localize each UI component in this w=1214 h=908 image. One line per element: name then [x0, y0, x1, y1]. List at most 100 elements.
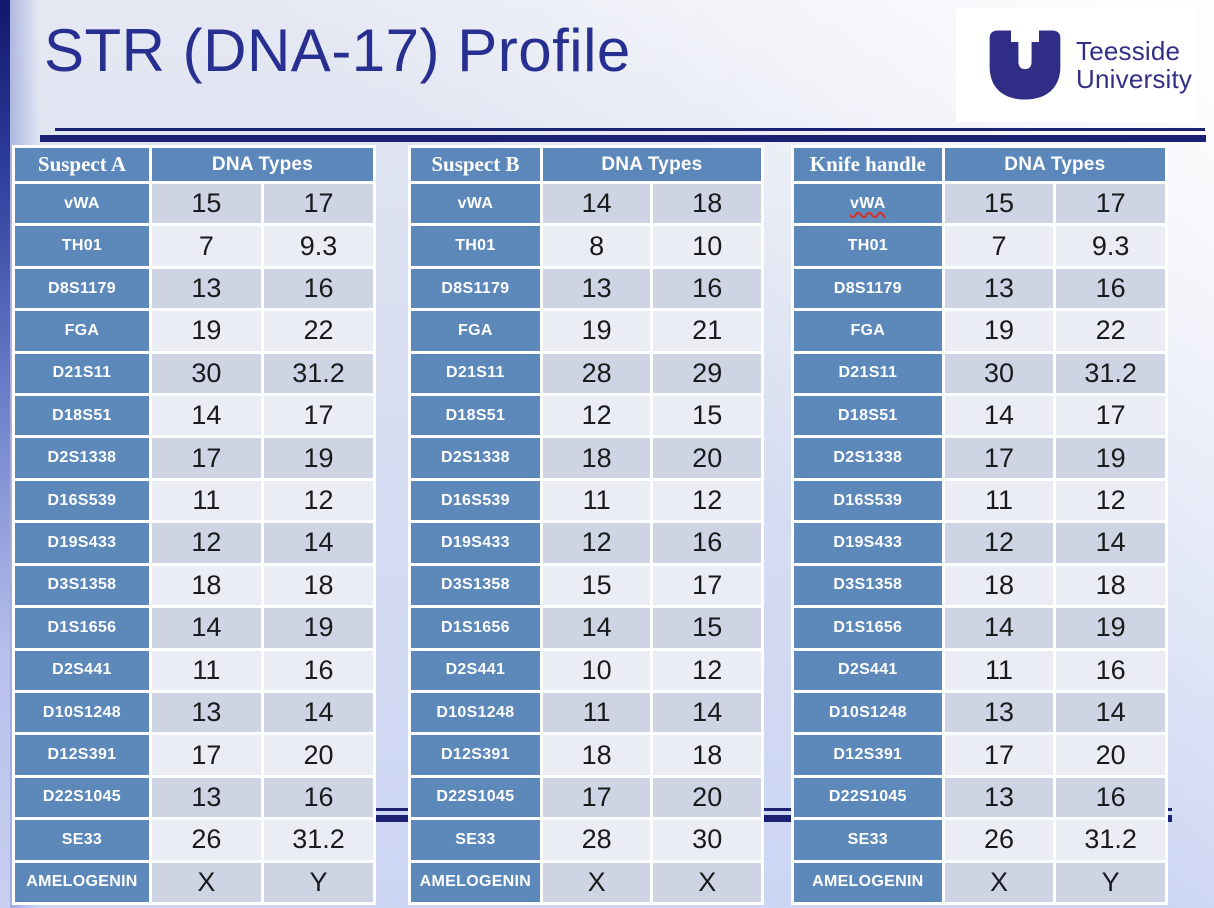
title-divider-thick	[40, 135, 1206, 142]
marker-text: D10S1248	[436, 703, 515, 721]
marker-text: D10S1248	[42, 703, 121, 721]
allele-value-2: 17	[1056, 396, 1165, 436]
allele-value-2: 18	[263, 565, 373, 606]
marker-text: D10S1248	[828, 703, 907, 721]
table-header-dna-types: DNA Types	[944, 148, 1165, 181]
marker-text: D22S1045	[828, 788, 907, 806]
marker-label: D1S1656	[411, 608, 540, 648]
allele-value-1: 13	[944, 692, 1054, 733]
allele-value-1: 13	[151, 777, 261, 818]
allele-value-2: 16	[263, 268, 373, 309]
marker-label: SE33	[794, 820, 942, 860]
allele-value-1: 12	[151, 523, 261, 563]
marker-text: D2S441	[52, 661, 112, 679]
marker-text: D8S1179	[833, 279, 902, 297]
allele-value-2: 19	[1056, 608, 1165, 648]
marker-text: D21S11	[446, 364, 505, 382]
marker-label: D18S51	[15, 396, 149, 436]
allele-value-2: 12	[653, 650, 761, 690]
marker-text: TH01	[61, 237, 103, 255]
allele-value-1: 18	[542, 438, 651, 478]
allele-value-2: 18	[653, 735, 761, 775]
allele-value-2: 16	[653, 523, 761, 563]
marker-text: vWA	[64, 194, 100, 212]
allele-value-2: 30	[653, 820, 761, 860]
marker-label: D8S1179	[794, 268, 942, 309]
allele-value-2: 20	[263, 735, 373, 775]
marker-label: D22S1045	[15, 777, 149, 818]
marker-text: D16S539	[440, 491, 510, 509]
marker-label: D8S1179	[411, 268, 540, 309]
marker-label: FGA	[794, 311, 942, 351]
marker-text: AMELOGENIN	[26, 873, 138, 891]
marker-label: vWA	[15, 184, 149, 224]
marker-label: D12S391	[15, 735, 149, 775]
allele-value-2: 31.2	[263, 353, 373, 394]
teesside-u-icon	[989, 30, 1061, 100]
allele-value-1: 17	[151, 735, 261, 775]
marker-label: D2S1338	[15, 438, 149, 478]
marker-text: D12S391	[833, 746, 903, 764]
allele-value-1: 15	[151, 184, 261, 224]
allele-value-2: X	[653, 862, 761, 902]
allele-value-1: 14	[151, 396, 261, 436]
marker-label: D19S433	[794, 523, 942, 563]
university-logo: Teesside University	[956, 8, 1196, 122]
allele-value-1: 12	[542, 396, 651, 436]
allele-value-1: 10	[542, 650, 651, 690]
allele-value-2: 31.2	[263, 820, 373, 860]
allele-value-1: 19	[944, 311, 1054, 351]
allele-value-1: 13	[944, 268, 1054, 309]
marker-label: D18S51	[411, 396, 540, 436]
table-header-sample: Knife handle	[794, 148, 942, 181]
marker-text: D18S51	[838, 406, 898, 424]
allele-value-1: 11	[944, 650, 1054, 690]
table-knife-handle: Knife handle DNA Types vWA 15 17 TH01 7 9.3 D8…	[791, 145, 1168, 905]
marker-label: D10S1248	[794, 692, 942, 733]
allele-value-2: 17	[263, 184, 373, 224]
allele-value-1: 18	[151, 565, 261, 606]
marker-text: D2S1338	[440, 449, 510, 467]
marker-text: D19S433	[440, 533, 510, 551]
allele-value-2: 14	[1056, 523, 1165, 563]
marker-text: D19S433	[833, 533, 903, 551]
marker-label: D2S441	[411, 650, 540, 690]
allele-value-1: X	[151, 862, 261, 902]
marker-text: D22S1045	[436, 788, 515, 806]
allele-value-2: 15	[653, 608, 761, 648]
marker-label: D21S11	[794, 353, 942, 394]
marker-text: TH01	[455, 237, 496, 255]
allele-value-1: 15	[542, 565, 651, 606]
table-header-sample: Suspect B	[411, 148, 540, 181]
allele-value-2: 14	[1056, 692, 1165, 733]
allele-value-1: 11	[151, 650, 261, 690]
marker-label: FGA	[15, 311, 149, 351]
marker-text: D21S11	[52, 364, 112, 382]
allele-value-1: 14	[542, 184, 651, 224]
allele-value-1: 17	[542, 777, 651, 818]
marker-text: D16S539	[833, 491, 903, 509]
allele-value-1: 14	[944, 608, 1054, 648]
marker-text: vWA	[850, 194, 886, 212]
allele-value-2: 16	[1056, 777, 1165, 818]
marker-text: TH01	[847, 237, 888, 255]
marker-text: vWA	[457, 194, 494, 212]
allele-value-1: 11	[542, 692, 651, 733]
allele-value-2: 9.3	[263, 226, 373, 266]
allele-value-1: X	[944, 862, 1054, 902]
allele-value-2: 21	[653, 311, 761, 351]
allele-value-1: 13	[542, 268, 651, 309]
allele-value-2: 16	[263, 650, 373, 690]
allele-value-2: 17	[1056, 184, 1165, 224]
marker-text: D2S1338	[47, 449, 117, 467]
marker-label: D2S441	[794, 650, 942, 690]
marker-text: D2S441	[445, 661, 506, 679]
allele-value-1: X	[542, 862, 651, 902]
allele-value-2: 20	[1056, 735, 1165, 775]
marker-label: SE33	[15, 820, 149, 860]
marker-label: D22S1045	[794, 777, 942, 818]
marker-label: D2S1338	[794, 438, 942, 478]
marker-label: D19S433	[411, 523, 540, 563]
allele-value-2: 22	[263, 311, 373, 351]
